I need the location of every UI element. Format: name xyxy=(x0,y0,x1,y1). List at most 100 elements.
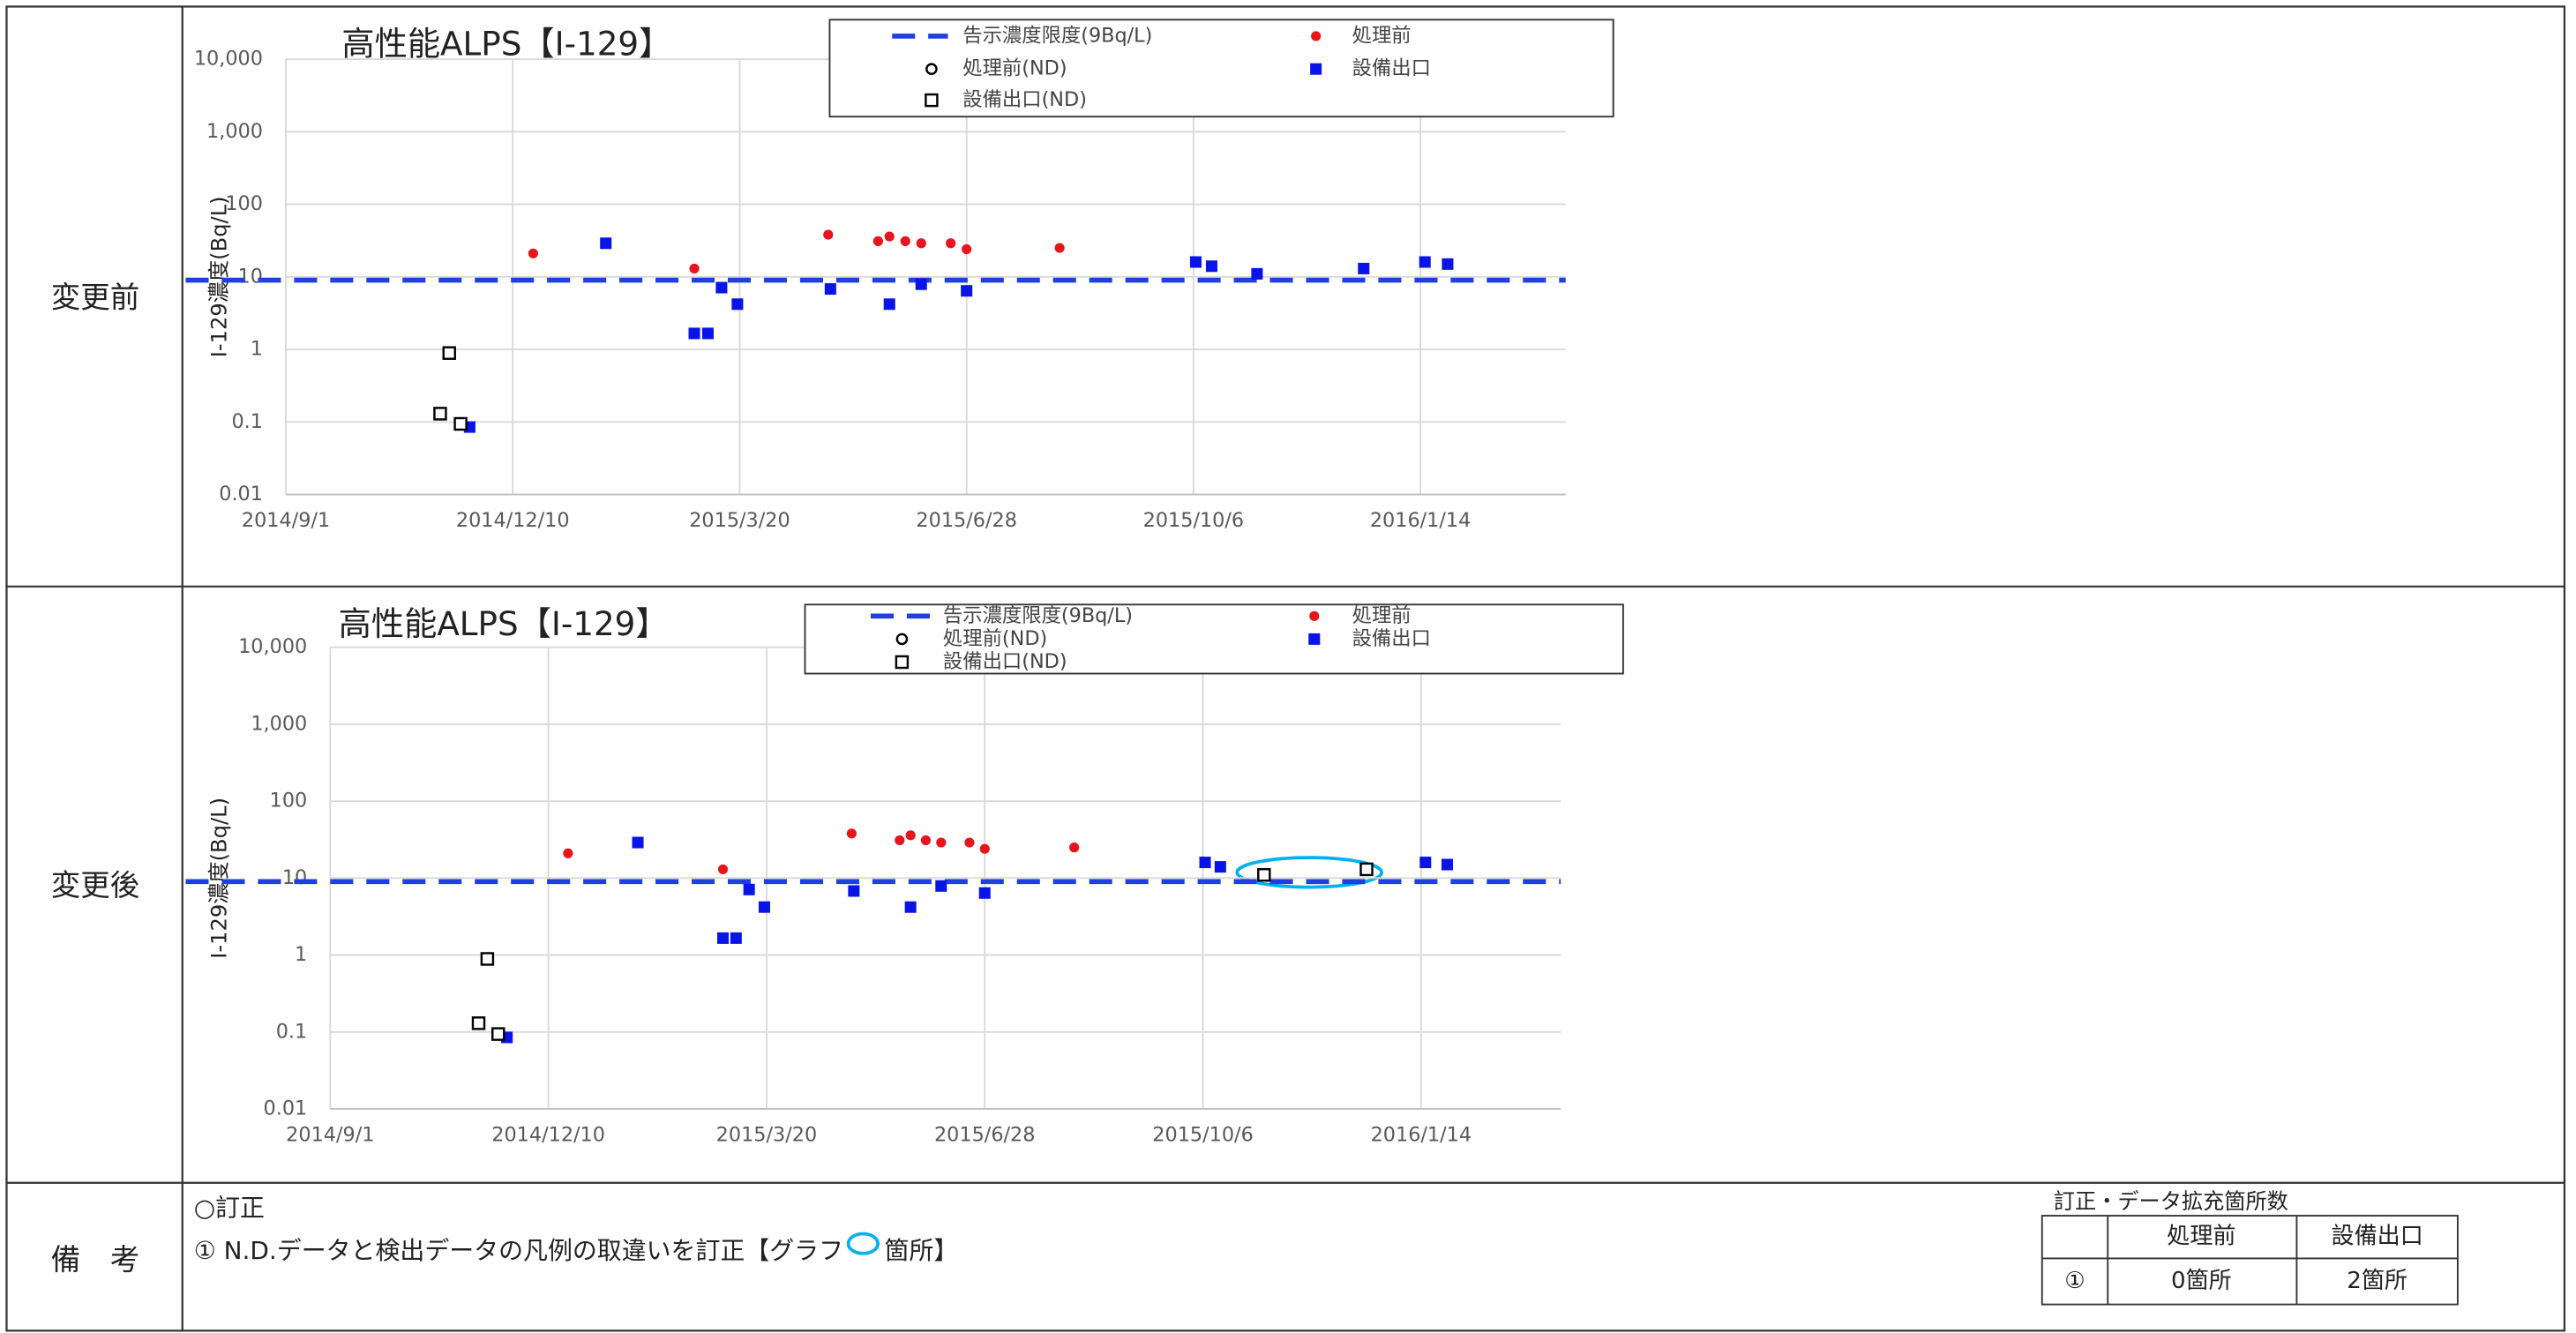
x-tick-label: 2015/10/6 xyxy=(1143,509,1245,532)
y-tick-label: 1 xyxy=(295,943,307,966)
legend-label: 設備出口(ND) xyxy=(943,650,1067,673)
x-tick-label: 2014/9/1 xyxy=(286,1123,374,1146)
data-point xyxy=(872,236,883,246)
chart-title: 高性能ALPS【I-129】 xyxy=(341,25,671,64)
x-tick-label: 2014/12/10 xyxy=(491,1123,605,1146)
row-label: 変更前 xyxy=(51,280,140,314)
data-point xyxy=(600,237,612,250)
data-point xyxy=(905,830,916,841)
table-cell: ① xyxy=(2064,1268,2085,1294)
data-point xyxy=(1442,258,1454,270)
highlight-ellipse xyxy=(1235,856,1384,889)
outer-border xyxy=(5,5,2566,1332)
remark-text: ① N.D.データと検出データの凡例の取違いを訂正【グラフ xyxy=(194,1236,843,1265)
data-point xyxy=(935,880,947,892)
table-cell: 2箇所 xyxy=(2347,1268,2408,1294)
y-tick-label: 10 xyxy=(238,265,263,288)
legend-box xyxy=(804,603,1624,675)
data-point xyxy=(716,932,729,944)
data-point xyxy=(717,864,729,875)
data-point xyxy=(824,283,836,296)
x-tick-label: 2015/3/20 xyxy=(716,1123,818,1146)
data-point xyxy=(471,1016,486,1030)
data-point xyxy=(978,887,991,899)
table-header: 設備出口 xyxy=(2332,1224,2423,1250)
y-tick-label: 100 xyxy=(225,192,263,215)
x-tick-label: 2015/6/28 xyxy=(916,509,1017,532)
data-point xyxy=(491,1027,505,1041)
legend-marker xyxy=(1310,63,1322,75)
data-point xyxy=(528,248,538,258)
x-tick-label: 2015/6/28 xyxy=(934,1123,1036,1146)
x-tick-label: 2015/10/6 xyxy=(1152,1123,1254,1146)
row-label: 変更後 xyxy=(51,868,140,902)
legend-box xyxy=(828,19,1614,118)
data-point xyxy=(1054,243,1065,253)
data-point xyxy=(1257,868,1271,882)
legend-marker xyxy=(1308,633,1321,645)
data-point xyxy=(904,901,917,913)
data-point xyxy=(1069,842,1080,853)
data-point xyxy=(962,243,972,255)
data-point xyxy=(883,298,895,311)
data-point xyxy=(1199,857,1211,869)
count-table-border xyxy=(2041,1215,2459,1306)
data-point xyxy=(916,238,926,249)
data-point xyxy=(715,281,728,294)
row-label: 備 考 xyxy=(51,1243,140,1277)
y-tick-label: 0.1 xyxy=(231,410,263,433)
data-point xyxy=(884,231,895,242)
data-point xyxy=(1189,256,1202,268)
data-point xyxy=(743,883,755,895)
data-point xyxy=(1419,256,1431,268)
chart-title: 高性能ALPS【I-129】 xyxy=(339,604,669,643)
y-tick-label: 0.1 xyxy=(276,1020,308,1043)
y-tick-label: 0.01 xyxy=(264,1097,308,1120)
legend-label: 設備出口(ND) xyxy=(962,88,1087,111)
y-tick-label: 1,000 xyxy=(251,712,307,735)
data-point xyxy=(442,346,456,360)
data-point xyxy=(689,263,700,273)
data-point xyxy=(1358,262,1370,274)
legend-marker xyxy=(1309,610,1320,621)
legend-label: 告示濃度限度(9Bq/L) xyxy=(962,24,1152,47)
remark-heading: ○訂正 xyxy=(194,1194,265,1223)
y-tick-label: 0.01 xyxy=(219,483,263,505)
data-point xyxy=(453,416,468,431)
legend-marker xyxy=(925,93,939,108)
data-point xyxy=(1214,861,1226,873)
y-tick-label: 1,000 xyxy=(206,120,263,143)
remark-text: 箇所】 xyxy=(885,1236,959,1265)
data-point xyxy=(632,836,644,849)
data-point xyxy=(730,932,742,944)
table-caption: 訂正・データ拡充箇所数 xyxy=(2054,1189,2288,1214)
legend-marker xyxy=(895,655,910,670)
data-point xyxy=(900,236,910,246)
table-header: 処理前 xyxy=(2167,1224,2235,1250)
data-point xyxy=(1251,267,1263,280)
y-tick-label: 10 xyxy=(282,866,307,889)
data-point xyxy=(964,837,975,848)
legend-label: 処理前 xyxy=(1352,24,1412,47)
data-point xyxy=(1359,862,1374,877)
data-point xyxy=(979,843,990,854)
y-tick-label: 10,000 xyxy=(194,48,263,71)
x-tick-label: 2015/3/20 xyxy=(689,509,790,532)
legend-label: 処理前(ND) xyxy=(962,57,1067,80)
data-point xyxy=(758,901,770,913)
data-point xyxy=(895,835,905,846)
x-tick-label: 2016/1/14 xyxy=(1371,1123,1471,1146)
data-point xyxy=(433,407,447,421)
x-tick-label: 2014/9/1 xyxy=(242,509,330,532)
x-tick-label: 2014/12/10 xyxy=(456,509,570,532)
data-point xyxy=(920,835,932,846)
y-axis-label: I-129濃度(Bq/L) xyxy=(207,798,232,959)
data-point xyxy=(946,238,956,249)
data-point xyxy=(1205,260,1217,273)
y-tick-label: 10,000 xyxy=(238,635,307,658)
legend-marker xyxy=(895,633,909,646)
data-point xyxy=(1442,858,1454,871)
legend-marker xyxy=(1311,31,1322,41)
data-point xyxy=(936,837,947,848)
